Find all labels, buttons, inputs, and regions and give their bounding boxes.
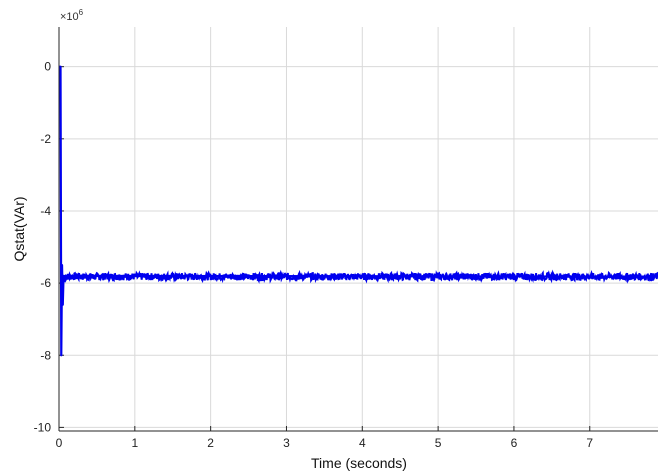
- x-tick-label: 2: [207, 436, 214, 450]
- grid-lines: [59, 27, 658, 431]
- y-tick-label: 0: [44, 60, 51, 74]
- y-tick-label: -10: [34, 420, 52, 434]
- x-tick-label: 5: [435, 436, 442, 450]
- y-exponent-base: ×10: [60, 11, 79, 23]
- x-tick-label: 6: [511, 436, 518, 450]
- x-tick-label: 1: [131, 436, 138, 450]
- y-axis-label: Qstat(VAr): [11, 196, 27, 261]
- y-tick-label: -2: [40, 132, 51, 146]
- x-tick-label: 3: [283, 436, 290, 450]
- y-axis-ticks: 0 -2 -4 -6 -8 -10: [34, 60, 64, 434]
- x-tick-label: 0: [56, 436, 63, 450]
- y-exponent: ×106: [60, 8, 84, 23]
- x-axis-label: Time (seconds): [311, 455, 407, 471]
- y-tick-label: -4: [40, 204, 51, 218]
- y-exponent-power: 6: [79, 8, 84, 17]
- x-tick-label: 7: [586, 436, 593, 450]
- plot-background: [59, 27, 658, 431]
- y-tick-label: -8: [40, 348, 51, 362]
- x-tick-label: 4: [359, 436, 366, 450]
- y-tick-label: -6: [40, 276, 51, 290]
- series-line-steady-state: [64, 269, 658, 284]
